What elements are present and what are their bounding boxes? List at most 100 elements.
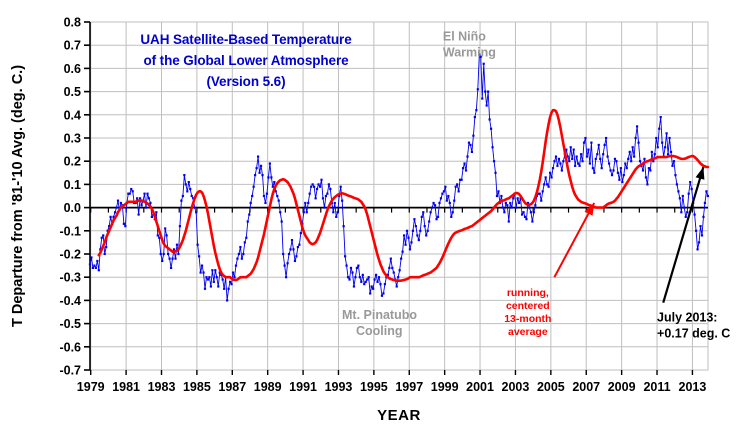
y-tick-label: 0.2 [64, 155, 81, 169]
data-point [338, 194, 341, 198]
data-point [355, 266, 358, 270]
data-point [646, 183, 649, 186]
data-point [343, 255, 347, 258]
data-point [180, 199, 183, 202]
data-point [315, 187, 319, 191]
y-tick-label: 0.0 [64, 201, 81, 215]
data-point [276, 194, 279, 198]
y-axis-ticks: 0.8 0.7 0.6 0.5 0.4 0.3 0.2 0.1 0.0 -0.1 -0.2 -0.3 -… [59, 16, 90, 378]
data-point [221, 278, 224, 281]
data-point [566, 155, 569, 158]
data-point [332, 211, 335, 214]
data-point [417, 238, 420, 242]
data-point [192, 197, 195, 200]
data-point [314, 197, 317, 200]
data-point [531, 220, 534, 223]
data-point [459, 178, 462, 181]
data-point [625, 167, 628, 170]
data-point [610, 174, 614, 177]
data-point [596, 153, 599, 156]
data-point [562, 160, 565, 163]
data-point [473, 116, 476, 119]
running-average-label-line-2: 13-month [504, 313, 551, 325]
data-point [658, 127, 661, 130]
data-point [310, 185, 313, 188]
x-tick-label: 1997 [395, 380, 423, 394]
data-point [450, 215, 453, 218]
chart-title-line-0: UAH Satellite-Based Temperature [140, 32, 352, 47]
data-point [506, 204, 509, 207]
data-point [256, 155, 260, 158]
data-point [106, 229, 109, 232]
data-point [634, 136, 637, 140]
data-point [293, 259, 297, 263]
data-point [509, 201, 512, 205]
data-point [255, 167, 258, 170]
data-point [113, 211, 117, 214]
data-point [447, 194, 450, 198]
data-point [540, 199, 543, 202]
data-point [603, 143, 606, 147]
data-point [680, 211, 683, 214]
data-point [628, 150, 631, 154]
data-point [376, 280, 379, 283]
y-tick-label: 0.4 [64, 108, 81, 122]
data-point [568, 160, 571, 163]
data-point [351, 271, 354, 274]
y-tick-label: 0.5 [64, 85, 81, 99]
data-point [547, 185, 550, 188]
y-axis-title: T Departure from '81-'10 Avg. (deg. C.) [10, 65, 26, 327]
series-layer [88, 53, 710, 302]
data-point [143, 192, 146, 195]
mt-pinatubo-cooling-line-1: Cooling [356, 324, 403, 338]
data-point [237, 252, 241, 256]
data-point [214, 269, 217, 272]
data-point [189, 187, 192, 191]
data-point [605, 136, 608, 140]
data-point [236, 257, 239, 260]
data-point [622, 174, 625, 177]
data-point [594, 157, 597, 160]
data-point [551, 167, 555, 170]
data-point [370, 285, 373, 288]
data-point [329, 187, 332, 191]
data-point [105, 245, 108, 249]
data-point [541, 190, 544, 193]
data-point [582, 141, 586, 144]
data-point [327, 183, 330, 186]
data-point [273, 180, 276, 184]
data-point [438, 201, 441, 205]
data-point [435, 218, 438, 221]
data-point [285, 276, 288, 279]
data-point [165, 234, 168, 237]
data-point [304, 201, 307, 205]
data-point [495, 194, 499, 198]
data-point [532, 211, 535, 214]
data-point [279, 211, 282, 214]
data-point [226, 299, 229, 302]
data-point [349, 266, 353, 270]
data-point [491, 146, 494, 149]
data-point [240, 257, 243, 260]
data-point [249, 201, 252, 205]
data-point [209, 285, 212, 288]
data-point [464, 169, 468, 172]
data-point [239, 245, 242, 249]
data-point [336, 211, 339, 214]
data-point [687, 192, 690, 195]
data-point [317, 183, 320, 186]
data-point [641, 169, 645, 172]
data-point [429, 211, 432, 214]
data-point [420, 215, 423, 218]
x-tick-label: 1999 [431, 380, 459, 394]
data-point [442, 190, 445, 193]
data-point [484, 90, 487, 93]
x-tick-label: 2009 [608, 380, 636, 394]
data-point [425, 234, 428, 237]
data-point [526, 201, 530, 205]
data-point [559, 162, 562, 165]
running-average-line [97, 108, 710, 282]
data-point [456, 183, 459, 186]
data-point [693, 213, 696, 216]
data-point [591, 167, 594, 170]
